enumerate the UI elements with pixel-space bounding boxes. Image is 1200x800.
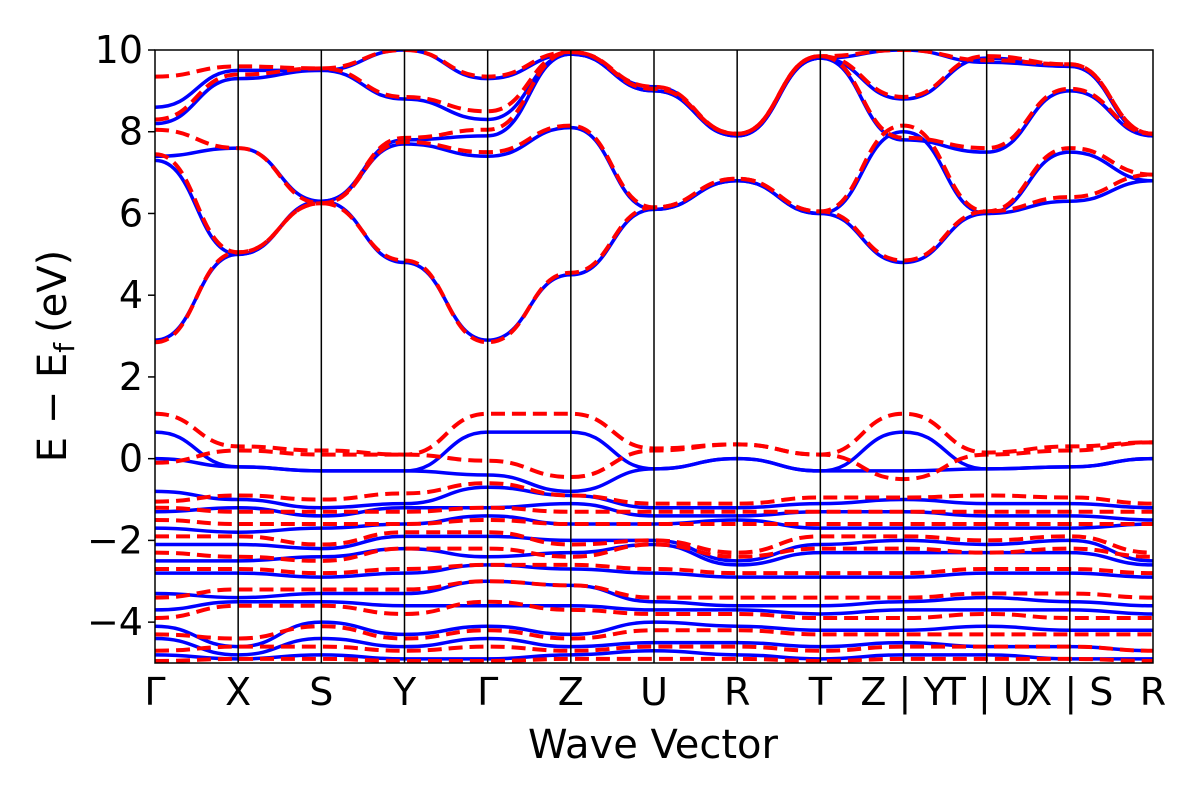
y-tick-label: −2 bbox=[87, 518, 143, 562]
x-tick-label: Z bbox=[558, 670, 584, 714]
y-tick-label: 6 bbox=[119, 191, 143, 235]
x-tick-label: R bbox=[1140, 670, 1166, 714]
plot-frame bbox=[154, 49, 1154, 664]
y-axis-label-main: E − E bbox=[30, 353, 76, 463]
x-tick-label: T | U bbox=[942, 670, 1031, 715]
y-tick-label: 2 bbox=[119, 355, 143, 399]
x-tick-label: X | S bbox=[1026, 670, 1113, 715]
y-axis-label: E − Ef (eV) bbox=[30, 250, 81, 463]
x-tick-label: T bbox=[808, 670, 833, 714]
x-tick-label: R bbox=[724, 670, 750, 714]
kpoint-lines bbox=[237, 50, 1071, 663]
y-tick-label: 8 bbox=[119, 110, 143, 154]
y-axis-ticks: −4 −2 0 2 4 6 8 10 bbox=[87, 28, 155, 644]
x-tick-label: S bbox=[309, 670, 333, 714]
y-axis-label-subscript: f bbox=[48, 342, 81, 353]
x-tick-label: X bbox=[225, 670, 251, 714]
x-tick-label: Γ bbox=[477, 670, 498, 714]
x-tick-label: Γ bbox=[144, 670, 165, 714]
x-tick-label: U bbox=[640, 670, 668, 714]
x-tick-label: Z | Y bbox=[860, 670, 947, 715]
x-tick-label: Y bbox=[392, 670, 417, 714]
y-axis-label-unit: (eV) bbox=[30, 250, 76, 333]
x-axis-ticks: Γ X S Y Γ Z U R T Z | YT | UX | S R bbox=[144, 670, 1166, 715]
y-tick-label: 0 bbox=[119, 437, 143, 481]
y-tick-label: 4 bbox=[119, 273, 143, 317]
y-tick-label: 10 bbox=[95, 28, 143, 72]
x-axis-label: Wave Vector bbox=[528, 722, 779, 768]
y-tick-label: −4 bbox=[87, 600, 143, 644]
